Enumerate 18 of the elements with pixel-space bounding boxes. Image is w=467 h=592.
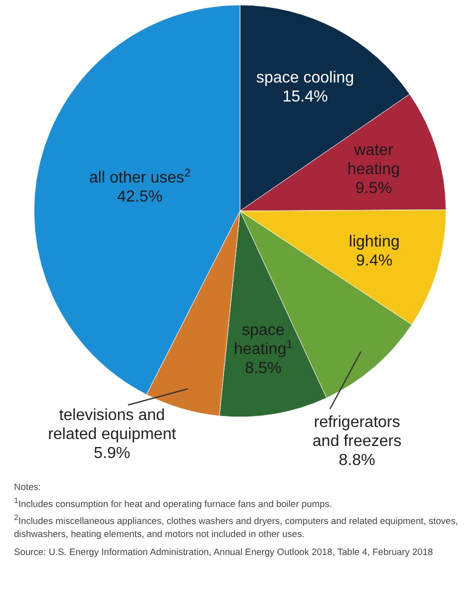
data-label: 5.9% xyxy=(94,445,130,462)
data-label: 8.8% xyxy=(338,452,376,469)
slice-label: water heating xyxy=(347,142,400,178)
slice-label: all other uses$^{2}$ xyxy=(89,167,191,186)
slice-label: lighting xyxy=(348,233,400,250)
data-label: 9.4% xyxy=(356,252,393,270)
text: $^{2}$Includes miscellaneous appliances, clothes washers and dryers, computers and related equipment, stoves, dishwashers, heating elements, and motors not included in other uses. xyxy=(14,512,459,542)
slice-label: space cooling xyxy=(256,69,354,86)
data-label: 42.5% xyxy=(117,188,163,206)
text: Notes: xyxy=(14,481,42,494)
slice-label: televisions and related equipment xyxy=(48,407,177,443)
data-label: 15.4% xyxy=(282,88,328,106)
slice-label: space heating$^{1}$ xyxy=(234,322,293,358)
slice-label: refrigerators and freezers xyxy=(312,414,402,450)
data-label: 9.5% xyxy=(355,180,392,197)
data-label: 8.5% xyxy=(244,360,282,378)
source-note: Source: U.S. Energy Information Administration, Annual Energy Outlook 2018, Table 4, February 2018 xyxy=(14,546,434,560)
text: $^{1}$Includes consumption for heat and operating furnace fans and boiler pumps. xyxy=(14,495,334,512)
